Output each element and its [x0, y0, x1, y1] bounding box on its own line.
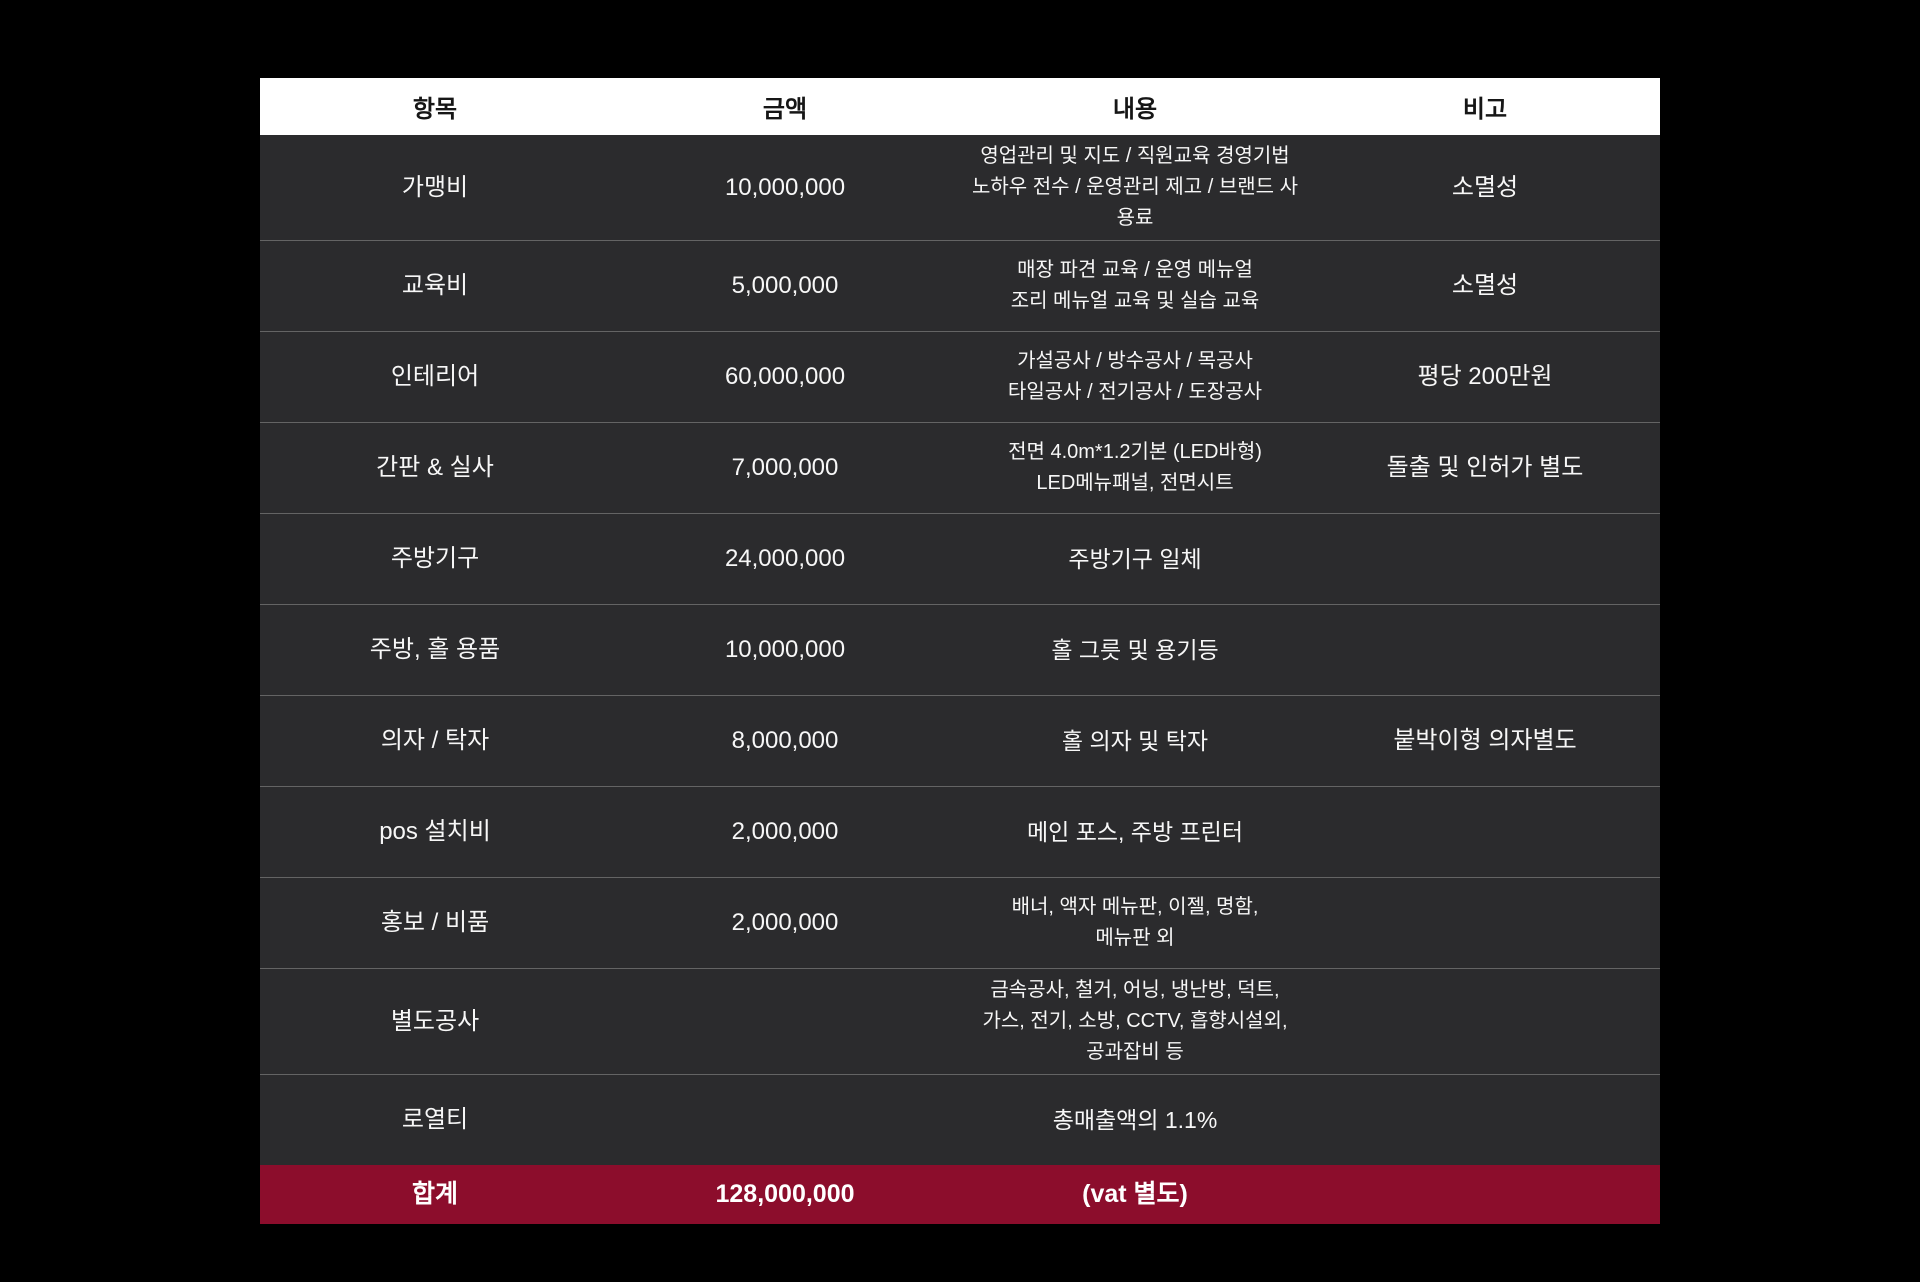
- cell-item: pos 설치비: [379, 818, 491, 846]
- content-line: 공과잡비 등: [1086, 1041, 1184, 1063]
- cell-amount: 2,000,000: [731, 909, 839, 937]
- content-line: 금속공사, 철거, 어닝, 냉난방, 덕트,: [990, 979, 1280, 1001]
- column-header-amount: 금액: [762, 96, 808, 123]
- content-line: 총매출액의 1.1%: [1052, 1106, 1218, 1133]
- table-row: 주방, 홀 용품 10,000,000 홀 그릇 및 용기등: [260, 604, 1660, 695]
- table-row: 별도공사 금속공사, 철거, 어닝, 냉난방, 덕트, 가스, 전기, 소방, C…: [260, 968, 1660, 1074]
- table-row: 로열티 총매출액의 1.1%: [260, 1074, 1660, 1165]
- cell-amount: 24,000,000: [724, 545, 846, 573]
- cell-note: 붙박이형 의자별도: [1393, 727, 1577, 755]
- cell-item: 별도공사: [390, 1007, 480, 1035]
- cell-item: 인테리어: [390, 363, 480, 391]
- content-line: 타일공사 / 전기공사 / 도장공사: [1007, 381, 1263, 403]
- cell-note: [1310, 553, 1660, 565]
- content-line: 홀 그릇 및 용기등: [1051, 636, 1219, 663]
- column-header-content: 내용: [1112, 96, 1158, 123]
- cell-note: 소멸성: [1451, 173, 1519, 201]
- column-header-item: 항목: [412, 96, 458, 123]
- cell-content: 전면 4.0m*1.2기본 (LED바형) LED메뉴패널, 전면시트: [960, 431, 1310, 505]
- cell-item: 의자 / 탁자: [380, 727, 490, 755]
- cell-item: 합계: [411, 1180, 458, 1208]
- cell-item: 주방기구: [390, 545, 480, 573]
- table-row: pos 설치비 2,000,000 메인 포스, 주방 프린터: [260, 786, 1660, 877]
- cell-item: 로열티: [401, 1106, 469, 1134]
- cell-content: 홀 의자 및 탁자: [960, 719, 1310, 763]
- cell-amount: 128,000,000: [715, 1180, 855, 1208]
- cell-content: 홀 그릇 및 용기등: [960, 628, 1310, 672]
- cell-content: 금속공사, 철거, 어닝, 냉난방, 덕트, 가스, 전기, 소방, CCTV, …: [960, 969, 1310, 1074]
- cell-item: 주방, 홀 용품: [369, 636, 501, 664]
- cell-amount: 10,000,000: [724, 636, 846, 664]
- cell-item: 가맹비: [401, 173, 469, 201]
- cell-item: 홍보 / 비품: [380, 909, 490, 937]
- cell-amount: 60,000,000: [724, 363, 846, 391]
- column-header-note: 비고: [1462, 96, 1508, 123]
- cell-amount: 7,000,000: [731, 454, 839, 482]
- cell-content: 총매출액의 1.1%: [960, 1098, 1310, 1142]
- cell-note: [1310, 1189, 1660, 1201]
- content-line: 가스, 전기, 소방, CCTV, 흡향시설외,: [982, 1010, 1288, 1032]
- table-row: 홍보 / 비품 2,000,000 배너, 액자 메뉴판, 이젤, 명함, 메뉴판…: [260, 877, 1660, 968]
- cell-amount: [610, 1114, 960, 1126]
- cell-note: 돌출 및 인허가 별도: [1386, 454, 1584, 482]
- content-line: 메뉴판 외: [1095, 927, 1175, 949]
- cell-note: [1310, 1114, 1660, 1126]
- cell-content: 배너, 액자 메뉴판, 이젤, 명함, 메뉴판 외: [960, 886, 1310, 960]
- content-line: LED메뉴패널, 전면시트: [1036, 472, 1234, 494]
- content-line: (vat 별도): [1082, 1180, 1188, 1208]
- franchise-cost-table: 항목 금액 내용 비고 가맹비 10,000,000 영업관리 및 지도 / 직…: [260, 78, 1660, 1224]
- cell-amount: [610, 1016, 960, 1028]
- table-total-row: 합계 128,000,000 (vat 별도): [260, 1165, 1660, 1224]
- cell-amount: 8,000,000: [731, 727, 839, 755]
- cell-note: [1310, 1016, 1660, 1028]
- cell-content: 주방기구 일체: [960, 537, 1310, 581]
- cell-amount: 2,000,000: [731, 818, 839, 846]
- table-header-row: 항목 금액 내용 비고: [260, 78, 1660, 135]
- cell-note: [1310, 826, 1660, 838]
- cell-content: 메인 포스, 주방 프린터: [960, 810, 1310, 854]
- content-line: 가설공사 / 방수공사 / 목공사: [1017, 350, 1253, 372]
- content-line: 조리 메뉴얼 교육 및 실습 교육: [1010, 290, 1260, 312]
- cell-note: [1310, 917, 1660, 929]
- cell-item: 교육비: [401, 272, 469, 300]
- content-line: 매장 파견 교육 / 운영 메뉴얼: [1017, 259, 1253, 281]
- cell-amount: 5,000,000: [731, 272, 839, 300]
- content-line: 주방기구 일체: [1068, 545, 1202, 572]
- content-line: 배너, 액자 메뉴판, 이젤, 명함,: [1011, 896, 1259, 918]
- cell-content: (vat 별도): [960, 1171, 1310, 1218]
- cell-item: 간판 & 실사: [376, 454, 494, 482]
- cell-note: [1310, 644, 1660, 656]
- content-line: 노하우 전수 / 운영관리 제고 / 브랜드 사용료: [972, 176, 1299, 229]
- table-row: 의자 / 탁자 8,000,000 홀 의자 및 탁자 붙박이형 의자별도: [260, 695, 1660, 786]
- content-line: 전면 4.0m*1.2기본 (LED바형): [1008, 441, 1262, 463]
- cell-note: 평당 200만원: [1417, 363, 1553, 391]
- content-line: 홀 의자 및 탁자: [1061, 727, 1209, 754]
- content-line: 영업관리 및 지도 / 직원교육 경영기법: [980, 145, 1290, 167]
- cell-note: 소멸성: [1451, 272, 1519, 300]
- content-line: 메인 포스, 주방 프린터: [1026, 818, 1243, 845]
- table-row: 주방기구 24,000,000 주방기구 일체: [260, 513, 1660, 604]
- cell-amount: 10,000,000: [724, 173, 846, 201]
- table-row: 간판 & 실사 7,000,000 전면 4.0m*1.2기본 (LED바형) L…: [260, 422, 1660, 513]
